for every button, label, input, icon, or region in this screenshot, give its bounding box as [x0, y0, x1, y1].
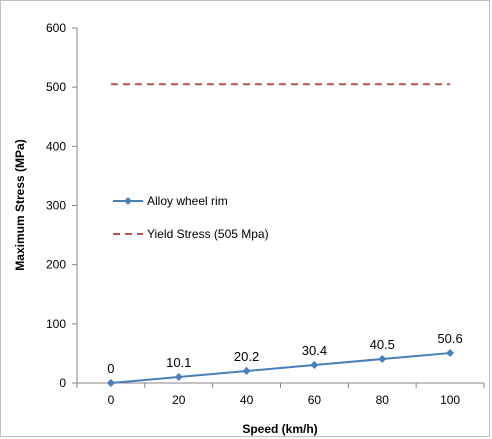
x-tick-label: 40: [240, 393, 254, 407]
series-group: [106, 83, 455, 387]
data-point-marker: [242, 367, 251, 376]
y-tick-labels: 0 100 200 300 400 500 600: [46, 21, 66, 390]
legend: Alloy wheel rim Yield Stress (505 Mpa): [113, 194, 269, 241]
data-point-marker: [378, 355, 387, 364]
x-tick-label: 0: [108, 393, 115, 407]
data-label: 30.4: [302, 343, 327, 358]
x-axis-title: Speed (km/h): [242, 422, 317, 436]
data-point-marker: [106, 379, 115, 387]
axes: [72, 27, 485, 388]
data-label: 20.2: [234, 349, 259, 364]
data-point-marker: [446, 349, 455, 358]
y-tick-label: 400: [46, 139, 66, 153]
y-tick-label: 500: [46, 80, 66, 94]
x-tick-label: 80: [376, 393, 390, 407]
y-tick-label: 0: [59, 376, 66, 390]
data-point-marker: [310, 361, 319, 370]
y-tick-label: 600: [46, 21, 66, 35]
legend-label-alloy-wheel-rim: Alloy wheel rim: [147, 194, 228, 208]
x-tick-label: 20: [172, 393, 186, 407]
data-label: 50.6: [437, 331, 462, 346]
data-point-marker: [174, 373, 183, 382]
x-tick-labels: 0 20 40 60 80 100: [108, 393, 461, 407]
y-axis-title: Maximum Stress (MPa): [13, 139, 27, 270]
data-label: 40.5: [370, 337, 395, 352]
legend-marker-alloy-wheel-rim: [124, 197, 132, 205]
y-tick-label: 200: [46, 258, 66, 272]
y-tick-label: 100: [46, 317, 66, 331]
data-label: 10.1: [166, 355, 191, 370]
series-line-alloy-wheel-rim: [110, 352, 451, 384]
x-tick-label: 100: [440, 393, 460, 407]
y-tick-label: 300: [46, 199, 66, 213]
data-labels: 0 10.1 20.2 30.4 40.5 50.6: [107, 331, 462, 376]
data-label: 0: [107, 361, 114, 376]
x-tick-label: 60: [308, 393, 322, 407]
legend-label-yield-stress: Yield Stress (505 Mpa): [147, 227, 269, 241]
